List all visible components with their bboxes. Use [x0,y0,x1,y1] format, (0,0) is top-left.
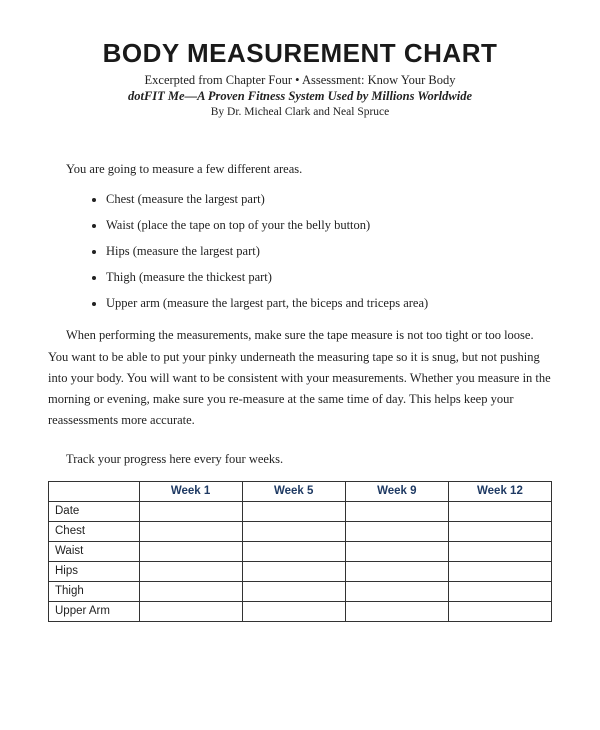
table-cell[interactable] [242,501,345,521]
list-item: Thigh (measure the thickest part) [106,269,552,286]
table-row: Upper Arm [49,601,552,621]
table-header-cell: Week 1 [139,481,242,501]
row-label: Hips [49,561,140,581]
table-cell[interactable] [345,601,448,621]
document-page: BODY MEASUREMENT CHART Excerpted from Ch… [0,0,600,662]
table-cell[interactable] [448,541,551,561]
table-cell[interactable] [448,581,551,601]
table-header-cell: Week 5 [242,481,345,501]
table-header-cell: Week 9 [345,481,448,501]
list-item: Hips (measure the largest part) [106,243,552,260]
list-item: Upper arm (measure the largest part, the… [106,295,552,312]
table-cell[interactable] [345,541,448,561]
table-cell[interactable] [139,541,242,561]
table-header-cell: Week 12 [448,481,551,501]
row-label: Upper Arm [49,601,140,621]
row-label: Thigh [49,581,140,601]
list-item: Chest (measure the largest part) [106,191,552,208]
measurement-list: Chest (measure the largest part) Waist (… [106,191,552,311]
row-label: Chest [49,521,140,541]
table-cell[interactable] [139,581,242,601]
table-cell[interactable] [345,581,448,601]
byline: By Dr. Micheal Clark and Neal Spruce [48,106,552,118]
table-cell[interactable] [448,521,551,541]
table-cell[interactable] [242,601,345,621]
table-cell[interactable] [139,601,242,621]
table-row: Hips [49,561,552,581]
table-cell[interactable] [345,561,448,581]
table-cell[interactable] [448,601,551,621]
subtitle-line-2: dotFIT Me—A Proven Fitness System Used b… [48,89,552,104]
row-label: Date [49,501,140,521]
table-cell[interactable] [345,521,448,541]
table-row: Chest [49,521,552,541]
table-cell[interactable] [345,501,448,521]
table-header-row: Week 1 Week 5 Week 9 Week 12 [49,481,552,501]
page-title: BODY MEASUREMENT CHART [48,38,552,69]
instructions-paragraph: When performing the measurements, make s… [48,325,552,431]
table-cell[interactable] [139,561,242,581]
table-row: Thigh [49,581,552,601]
table-cell[interactable] [448,501,551,521]
list-item: Waist (place the tape on top of your the… [106,217,552,234]
table-cell[interactable] [242,561,345,581]
table-cell[interactable] [242,581,345,601]
intro-text: You are going to measure a few different… [48,162,552,177]
table-row: Date [49,501,552,521]
table-header-cell [49,481,140,501]
track-text: Track your progress here every four week… [48,452,552,467]
table-body: Date Chest Waist Hips [49,501,552,621]
table-cell[interactable] [242,521,345,541]
subtitle-line-1: Excerpted from Chapter Four • Assessment… [48,73,552,88]
table-cell[interactable] [242,541,345,561]
table-cell[interactable] [139,521,242,541]
table-cell[interactable] [139,501,242,521]
row-label: Waist [49,541,140,561]
table-row: Waist [49,541,552,561]
progress-table: Week 1 Week 5 Week 9 Week 12 Date Chest [48,481,552,622]
table-cell[interactable] [448,561,551,581]
